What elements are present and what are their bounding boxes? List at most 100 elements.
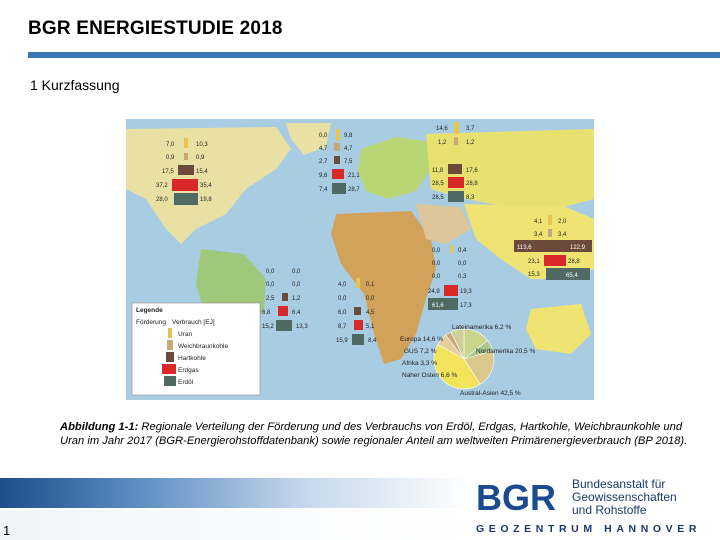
svg-text:0,0: 0,0 (432, 274, 441, 280)
svg-text:24,9: 24,9 (428, 289, 440, 295)
svg-text:0,0: 0,0 (266, 282, 275, 288)
svg-text:28,8: 28,8 (466, 181, 478, 187)
page-title: BGR ENERGIESTUDIE 2018 (28, 18, 283, 39)
pie-label-afrika: Afrika 3,3 % (402, 360, 437, 367)
map-legend: Legende Förderung Verbrauch [EJ] Uran We… (131, 302, 261, 396)
svg-text:8,4: 8,4 (368, 338, 377, 344)
svg-text:0,0: 0,0 (338, 296, 347, 302)
institution-line-2: Geowissenschaften (572, 490, 677, 504)
bgr-logo: BGR Bundesanstalt für Geowissenschaften … (476, 474, 720, 540)
australia-shape (526, 304, 591, 354)
svg-text:0,4: 0,4 (458, 248, 467, 254)
svg-text:15,9: 15,9 (336, 338, 348, 344)
svg-text:6,0: 6,0 (338, 310, 347, 316)
legend-hartkohle: Hartkohle (178, 355, 206, 362)
svg-text:0,1: 0,1 (366, 282, 375, 288)
pie-label-naher-osten: Naher Osten 6,6 % (402, 372, 457, 379)
svg-text:15,2: 15,2 (262, 324, 274, 330)
svg-text:7,4: 7,4 (319, 187, 328, 193)
svg-text:1,2: 1,2 (292, 296, 301, 302)
region-block-asien: 4,1 2,0 3,4 3,4 113,6 122,9 23,1 28,8 15… (514, 215, 592, 280)
svg-text:28,7: 28,7 (348, 187, 360, 193)
svg-text:0,0: 0,0 (319, 133, 328, 139)
svg-text:19,3: 19,3 (460, 289, 472, 295)
svg-text:8,7: 8,7 (338, 324, 347, 330)
title-underline (28, 52, 720, 58)
svg-text:5,1: 5,1 (366, 324, 375, 330)
svg-text:3,4: 3,4 (534, 232, 543, 238)
pie-slice-2 (463, 350, 495, 385)
svg-text:0,0: 0,0 (458, 261, 467, 267)
svg-text:2,0: 2,0 (558, 219, 567, 225)
caption-label: Abbildung 1-1: (60, 421, 139, 433)
svg-text:17,5: 17,5 (162, 169, 174, 175)
svg-text:7,5: 7,5 (344, 159, 353, 165)
svg-text:65,4: 65,4 (566, 273, 578, 279)
svg-text:0,9: 0,9 (196, 155, 205, 161)
svg-text:0,0: 0,0 (432, 248, 441, 254)
region-block-afrika: 4,0 0,1 0,0 0,0 6,0 4,5 8,7 5,1 15,9 8,4 (336, 278, 377, 345)
pie-label-lateinamerika: Lateinamerika 6,2 % (452, 324, 511, 331)
svg-text:4,0: 4,0 (338, 282, 347, 288)
svg-text:4,1: 4,1 (534, 219, 543, 225)
footer-gradient-band (0, 478, 470, 508)
svg-text:2,5: 2,5 (266, 296, 275, 302)
svg-text:1,2: 1,2 (466, 140, 475, 146)
na-uran-cons: 10,3 (196, 142, 208, 148)
na-uran-prod: 7,0 (166, 142, 175, 148)
svg-text:0,9: 0,9 (166, 155, 175, 161)
svg-text:113,6: 113,6 (517, 245, 532, 251)
footer-base (0, 510, 470, 540)
primary-energy-pie (433, 328, 495, 390)
logo-text: BGR (476, 478, 556, 514)
region-block-gus: 14,6 3,7 1,2 1,2 11,8 17,6 28,5 28,8 28,… (432, 122, 478, 202)
svg-text:8,3: 8,3 (466, 195, 475, 201)
svg-text:17,6: 17,6 (466, 168, 478, 174)
greenland-shape (286, 123, 331, 155)
svg-text:0,0: 0,0 (292, 269, 301, 275)
svg-text:0,0: 0,0 (366, 296, 375, 302)
svg-text:4,7: 4,7 (319, 146, 328, 152)
north-america-shape (126, 127, 291, 244)
pie-label-gus: GUS 7,2 % (404, 348, 437, 355)
svg-text:122,9: 122,9 (570, 245, 586, 251)
svg-text:6,8: 6,8 (262, 310, 271, 316)
legend-title: Legende (136, 307, 163, 314)
svg-text:0,0: 0,0 (266, 269, 275, 275)
region-block-naher-osten: 0,0 0,4 0,0 0,0 0,0 0,3 24,9 19,3 61,6 1… (428, 245, 472, 310)
world-map-svg: 7,0 10,3 0,9 0,9 17,5 15,4 37,2 35,4 28,… (126, 122, 594, 397)
svg-text:2,7: 2,7 (319, 159, 328, 165)
region-block-nordamerika: 7,0 10,3 0,9 0,9 17,5 15,4 37,2 35,4 28,… (156, 138, 212, 205)
svg-text:0,0: 0,0 (432, 261, 441, 267)
institution-line-3: und Rohstoffe (572, 503, 647, 517)
institution-line-1: Bundesanstalt für (572, 477, 666, 491)
legend-uran: Uran (178, 331, 192, 338)
svg-text:14,6: 14,6 (436, 126, 448, 132)
region-block-lateinamerika: 0,0 0,0 0,0 0,0 2,5 1,2 6,8 6,4 15,2 13,… (262, 269, 308, 331)
svg-text:23,1: 23,1 (528, 259, 540, 265)
svg-text:6,4: 6,4 (292, 310, 301, 316)
world-map-figure: 7,0 10,3 0,9 0,9 17,5 15,4 37,2 35,4 28,… (126, 119, 594, 400)
svg-text:35,4: 35,4 (200, 183, 212, 189)
pie-slice-6 (450, 328, 465, 360)
legend-erdoel: Erdöl (178, 379, 194, 386)
pie-slice-3 (433, 344, 481, 390)
svg-text:28,5: 28,5 (432, 195, 444, 201)
caption-text: Regionale Verteilung der Förderung und d… (60, 421, 688, 447)
pie-label-austral-asien: Austral-Asien 42,5 % (460, 390, 521, 397)
svg-text:21,1: 21,1 (348, 173, 360, 179)
svg-text:0,0: 0,0 (292, 282, 301, 288)
svg-text:3,7: 3,7 (466, 126, 475, 132)
svg-text:4,5: 4,5 (366, 310, 375, 316)
institution-name: Bundesanstalt für Geowissenschaften und … (572, 478, 677, 517)
svg-text:0,3: 0,3 (458, 274, 467, 280)
svg-text:28,5: 28,5 (432, 181, 444, 187)
svg-text:11,8: 11,8 (432, 168, 444, 174)
svg-text:1,2: 1,2 (438, 140, 447, 146)
legend-weichbraunkohle: Weichbraunkohle (178, 343, 228, 350)
svg-text:4,7: 4,7 (344, 146, 353, 152)
svg-text:28,8: 28,8 (568, 259, 580, 265)
legend-erdgas: Erdgas (178, 367, 199, 374)
svg-text:13,3: 13,3 (296, 324, 308, 330)
gus-shape (426, 129, 594, 209)
